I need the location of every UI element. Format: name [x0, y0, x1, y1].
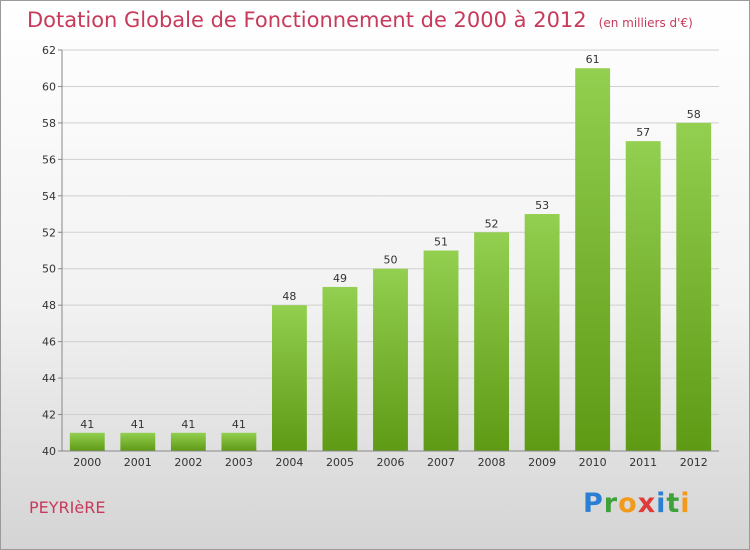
- data-label-2000: 41: [80, 418, 94, 431]
- bar-2011: [625, 141, 661, 452]
- data-label-2009: 53: [535, 199, 549, 212]
- logo-letter: x: [637, 488, 657, 519]
- y-tick-label: 40: [42, 445, 56, 458]
- bar-2007: [423, 250, 459, 451]
- x-tick-label-2011: 2011: [629, 456, 657, 469]
- chart-unit: (en milliers d'€): [598, 16, 693, 30]
- bar-2000: [69, 432, 105, 451]
- logo-letter: o: [618, 488, 638, 519]
- x-tick-label-2012: 2012: [680, 456, 708, 469]
- y-tick-label: 46: [42, 336, 56, 349]
- x-tick-label-2000: 2000: [73, 456, 101, 469]
- y-tick-label: 52: [42, 226, 56, 239]
- bar-2010: [575, 68, 611, 452]
- logo-letter: P: [583, 488, 604, 519]
- y-tick-label: 54: [42, 190, 56, 203]
- data-label-2004: 48: [282, 290, 296, 303]
- x-tick-label-2005: 2005: [326, 456, 354, 469]
- y-tick-label: 56: [42, 153, 56, 166]
- chart-title: Dotation Globale de Fonctionnement de 20…: [27, 8, 693, 32]
- data-label-2005: 49: [333, 272, 347, 285]
- commune-name: PEYRIèRE: [29, 498, 106, 517]
- x-tick-label-2006: 2006: [377, 456, 405, 469]
- y-tick-label: 58: [42, 117, 56, 130]
- logo-letter: i: [656, 488, 667, 519]
- bars: [69, 68, 712, 452]
- y-tick-label: 48: [42, 299, 56, 312]
- data-label-2012: 58: [687, 108, 701, 121]
- logo-letter: t: [666, 488, 681, 519]
- bar-2001: [120, 432, 156, 451]
- data-label-2011: 57: [636, 126, 650, 139]
- chart-title-text: Dotation Globale de Fonctionnement de 20…: [27, 8, 587, 32]
- data-label-2002: 41: [181, 418, 195, 431]
- x-tick-label-2001: 2001: [124, 456, 152, 469]
- logo-letter: r: [603, 488, 619, 519]
- x-tick-label-2003: 2003: [225, 456, 253, 469]
- bar-2006: [373, 268, 408, 451]
- proxiti-logo[interactable]: Proxiti: [583, 488, 691, 519]
- data-label-2008: 52: [485, 217, 499, 230]
- x-axis: 2000 2001 2002 2003 2004 2005 2006 2007 2008 2009…: [62, 450, 719, 469]
- bar-2009: [524, 214, 560, 451]
- data-label-2003: 41: [232, 418, 246, 431]
- bar-2012: [676, 122, 712, 451]
- data-label-2006: 50: [384, 254, 398, 267]
- y-tick-label: 50: [42, 263, 56, 276]
- y-axis: 40 42 44 46 48 50 52 54 56 58 60 62: [42, 44, 63, 458]
- data-labels: 41 41 41 41 48 49 50 51 52 53 61 57 58: [80, 53, 700, 431]
- x-tick-label-2004: 2004: [275, 456, 303, 469]
- y-tick-label: 42: [42, 409, 56, 422]
- y-tick-label: 60: [42, 80, 56, 93]
- bar-2002: [170, 432, 206, 451]
- x-tick-label-2008: 2008: [478, 456, 506, 469]
- bar-2003: [221, 432, 257, 451]
- logo-letter: i: [680, 488, 691, 519]
- x-tick-label-2010: 2010: [579, 456, 607, 469]
- x-tick-label-2002: 2002: [174, 456, 202, 469]
- x-tick-label-2007: 2007: [427, 456, 455, 469]
- bar-2005: [322, 286, 358, 451]
- x-tick-label-2009: 2009: [528, 456, 556, 469]
- bar-2004: [271, 305, 307, 451]
- y-tick-label: 44: [42, 372, 56, 385]
- y-tick-label: 62: [42, 44, 56, 57]
- data-label-2007: 51: [434, 236, 448, 249]
- data-label-2001: 41: [131, 418, 145, 431]
- bar-2008: [474, 232, 510, 451]
- data-label-2010: 61: [586, 53, 600, 66]
